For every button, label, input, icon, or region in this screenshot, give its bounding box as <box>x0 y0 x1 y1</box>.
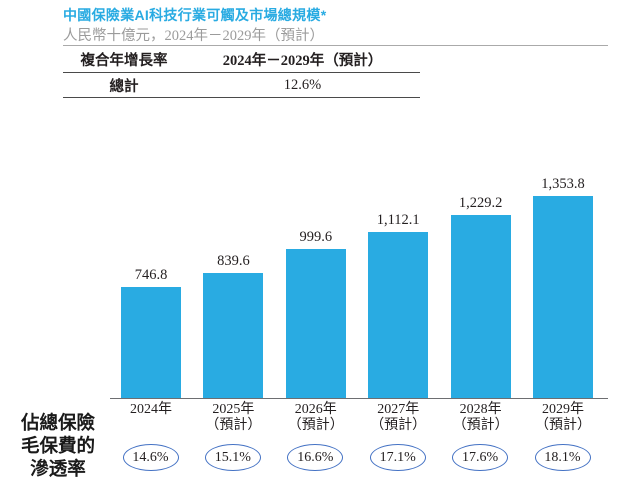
penetration-rate-label: 佔總保險 毛保費的 滲透率 <box>20 414 95 480</box>
x-axis-tick: 2024年 <box>105 402 197 418</box>
cagr-row-metric: 總計 <box>109 78 139 95</box>
penetration-oval: 18.1% <box>534 444 591 471</box>
cagr-table-data-row: 總計 12.6% <box>63 73 420 98</box>
bar-value-label: 999.6 <box>299 228 333 245</box>
bar <box>450 214 511 398</box>
x-axis-tick-line: 2028年 <box>459 402 502 417</box>
bar <box>121 286 181 398</box>
bar-value-label: 839.6 <box>217 252 250 269</box>
penetration-oval: 17.6% <box>452 444 509 471</box>
x-axis-tick-line: （預計） <box>205 418 262 433</box>
bar <box>203 272 264 398</box>
x-axis-tick: 2025年 （預計） <box>187 402 279 434</box>
x-axis-line <box>110 398 608 399</box>
x-axis-tick: 2026年 （預計） <box>270 402 362 434</box>
penetration-oval: 16.6% <box>287 444 344 471</box>
x-axis-tick-line: （預計） <box>287 418 344 433</box>
x-axis-tick-line: 2024年 <box>130 402 172 417</box>
bar-value-label: 1,112.1 <box>376 212 420 229</box>
bar <box>368 232 429 398</box>
x-axis-tick-line: （預計） <box>535 418 591 433</box>
cagr-metric-header: 複合年增長率 <box>80 52 168 69</box>
bar <box>285 248 346 398</box>
bar-value-label: 1,229.2 <box>458 194 503 211</box>
penetration-oval: 17.1% <box>369 444 426 471</box>
cagr-table: 複合年增長率 2024年－2029年（預計） 總計 12.6% <box>63 46 420 98</box>
penetration-oval: 14.6% <box>122 444 179 471</box>
x-axis-tick-line: 2026年 <box>294 402 337 417</box>
x-axis-tick-line: 2025年 <box>212 402 255 417</box>
bar <box>533 196 593 398</box>
chart-title: 中國保險業AI科技行業可觸及市場總規模* <box>63 7 327 23</box>
x-axis-tick-line: （預計） <box>370 418 427 433</box>
cagr-row-value: 12.6% <box>283 76 322 93</box>
top-divider-line <box>63 45 608 46</box>
x-axis-tick: 2027年 （預計） <box>352 402 444 434</box>
bar-value-label: 746.8 <box>134 266 168 283</box>
x-axis-tick: 2029年 （預計） <box>517 402 609 434</box>
x-axis-tick-line: 2029年 <box>542 402 584 417</box>
bar-value-label: 1,353.8 <box>541 176 585 192</box>
x-axis-tick-line: （預計） <box>452 418 509 433</box>
cagr-table-header-row: 複合年增長率 2024年－2029年（預計） <box>63 46 420 73</box>
x-axis-tick: 2028年 （預計） <box>435 402 527 434</box>
penetration-oval: 15.1% <box>204 444 261 471</box>
chart-subtitle: 人民幣十億元，2024年－2029年（預計） <box>63 28 324 44</box>
x-axis-tick-line: 2027年 <box>377 402 420 417</box>
cagr-period-header: 2024年－2029年（預計） <box>222 52 383 69</box>
